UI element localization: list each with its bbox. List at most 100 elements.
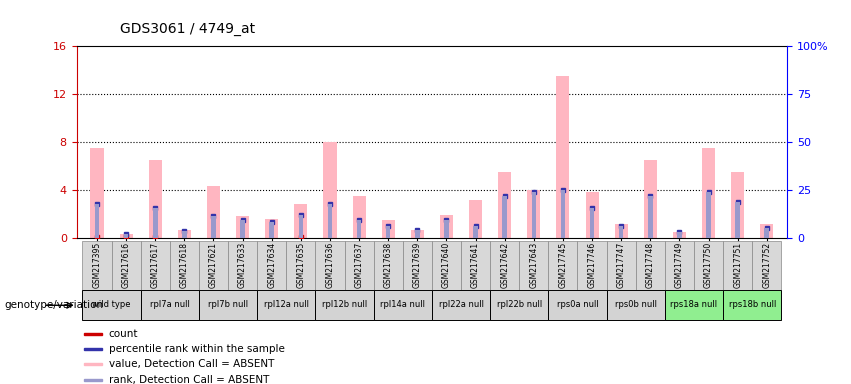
Bar — [294, 204, 307, 238]
Text: rpl22a null: rpl22a null — [438, 300, 483, 310]
Bar — [83, 333, 101, 335]
Text: GSM217745: GSM217745 — [558, 242, 568, 288]
Text: rps0b null: rps0b null — [614, 300, 657, 310]
Bar — [411, 230, 424, 238]
Bar — [83, 290, 140, 320]
Bar — [119, 234, 133, 238]
Text: GSM217395: GSM217395 — [93, 242, 101, 288]
Text: GSM217747: GSM217747 — [617, 242, 625, 288]
Bar — [469, 200, 483, 238]
Bar — [614, 223, 628, 238]
Bar — [240, 220, 245, 238]
Bar — [266, 219, 278, 238]
Bar — [140, 290, 199, 320]
Bar — [286, 241, 316, 290]
Text: GSM217751: GSM217751 — [734, 242, 742, 288]
Bar — [170, 241, 199, 290]
Bar — [440, 215, 453, 238]
Bar — [498, 172, 511, 238]
Bar — [83, 363, 101, 366]
Text: rpl7b null: rpl7b null — [208, 300, 248, 310]
Bar — [83, 241, 111, 290]
Text: value, Detection Call = ABSENT: value, Detection Call = ABSENT — [109, 359, 274, 369]
Bar — [607, 241, 636, 290]
Text: GSM217641: GSM217641 — [471, 242, 480, 288]
Text: GSM217746: GSM217746 — [587, 242, 597, 288]
Bar — [585, 192, 598, 238]
Text: rank, Detection Call = ABSENT: rank, Detection Call = ABSENT — [109, 375, 269, 384]
Bar — [578, 241, 607, 290]
Bar — [431, 290, 490, 320]
Text: count: count — [109, 329, 138, 339]
Text: rpl14a null: rpl14a null — [380, 300, 426, 310]
Text: rpl12a null: rpl12a null — [264, 300, 309, 310]
Bar — [723, 241, 752, 290]
Bar — [83, 379, 101, 381]
Bar — [153, 208, 157, 238]
Bar — [473, 226, 478, 238]
Text: GSM217621: GSM217621 — [209, 242, 218, 288]
Bar — [386, 226, 391, 238]
Text: GSM217618: GSM217618 — [180, 242, 189, 288]
Bar — [299, 215, 303, 238]
Bar — [381, 220, 395, 238]
Text: GSM217640: GSM217640 — [442, 242, 451, 288]
Text: GSM217616: GSM217616 — [122, 242, 130, 288]
Bar — [643, 160, 657, 238]
Text: GSM217637: GSM217637 — [355, 242, 363, 288]
Text: wild type: wild type — [92, 300, 131, 310]
Text: GSM217748: GSM217748 — [646, 242, 654, 288]
Bar — [94, 204, 100, 238]
Bar — [403, 241, 431, 290]
Bar — [607, 290, 665, 320]
Bar — [257, 290, 316, 320]
Bar — [502, 196, 507, 238]
Bar — [149, 160, 162, 238]
Text: genotype/variation: genotype/variation — [4, 300, 103, 310]
Bar — [374, 290, 431, 320]
Bar — [723, 290, 781, 320]
Bar — [140, 241, 170, 290]
Text: GSM217617: GSM217617 — [151, 242, 160, 288]
Bar — [532, 192, 536, 238]
Bar — [561, 190, 565, 238]
Text: rpl12b null: rpl12b null — [322, 300, 367, 310]
Bar — [702, 148, 715, 238]
Text: GSM217750: GSM217750 — [704, 242, 713, 288]
Bar — [90, 148, 104, 238]
Bar — [590, 208, 594, 238]
Text: GSM217639: GSM217639 — [413, 242, 422, 288]
Bar — [548, 290, 607, 320]
Bar — [199, 290, 257, 320]
Text: GSM217638: GSM217638 — [384, 242, 392, 288]
Bar — [207, 187, 220, 238]
Bar — [519, 241, 548, 290]
Bar — [673, 232, 686, 238]
Bar — [323, 142, 336, 238]
Bar — [182, 232, 186, 238]
Text: GSM217636: GSM217636 — [325, 242, 334, 288]
Bar — [706, 192, 711, 238]
Text: rps0a null: rps0a null — [557, 300, 598, 310]
Text: GSM217642: GSM217642 — [500, 242, 509, 288]
Bar — [228, 241, 257, 290]
Text: GSM217752: GSM217752 — [762, 242, 771, 288]
Bar — [431, 241, 461, 290]
Bar — [677, 232, 682, 238]
Text: GSM217643: GSM217643 — [529, 242, 539, 288]
Text: GSM217633: GSM217633 — [238, 242, 247, 288]
Bar — [270, 222, 274, 238]
Bar — [548, 241, 578, 290]
Text: percentile rank within the sample: percentile rank within the sample — [109, 344, 284, 354]
Bar — [764, 228, 769, 238]
Bar — [111, 241, 140, 290]
Bar — [352, 196, 366, 238]
Bar — [415, 230, 420, 238]
Bar — [557, 76, 569, 238]
Bar — [665, 241, 694, 290]
Bar — [648, 196, 653, 238]
Bar — [328, 204, 332, 238]
Bar — [490, 241, 519, 290]
Bar — [316, 241, 345, 290]
Text: GSM217749: GSM217749 — [675, 242, 684, 288]
